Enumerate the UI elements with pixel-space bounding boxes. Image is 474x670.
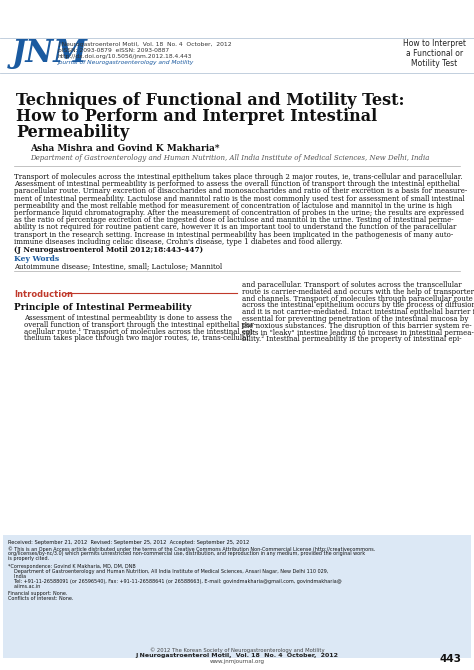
Text: pISSN: 2093-0879  eISSN: 2093-0887: pISSN: 2093-0879 eISSN: 2093-0887 [58, 48, 169, 53]
Text: Principle of Intestinal Permeability: Principle of Intestinal Permeability [14, 303, 191, 312]
Text: overall function of transport through the intestinal epithelial par-: overall function of transport through th… [24, 321, 256, 329]
Bar [3, 535, 471, 658]
Text: Key Words: Key Words [14, 255, 59, 263]
Text: essential for preventing penetration of the intestinal mucosa by: essential for preventing penetration of … [242, 315, 468, 323]
Text: www.jnmjournal.org: www.jnmjournal.org [210, 659, 264, 664]
Text: and it is not carrier-mediated. Intact intestinal epithelial barrier is: and it is not carrier-mediated. Intact i… [242, 308, 474, 316]
Text: Tel: +91-11-26588091 (or 26596540), Fax: +91-11-26588641 (or 26588663), E-mail: : Tel: +91-11-26588091 (or 26596540), Fax:… [8, 579, 342, 584]
Text: is properly cited.: is properly cited. [8, 556, 49, 561]
Text: Financial support: None.: Financial support: None. [8, 590, 67, 596]
Text: Department of Gastroenterology and Human Nutrition, All India Institute of Medic: Department of Gastroenterology and Human… [30, 154, 429, 162]
Text: bility.² Intestinal permeability is the property of intestinal epi-: bility.² Intestinal permeability is the … [242, 336, 462, 344]
Text: © 2012 The Korean Society of Neurogastroenterology and Motility: © 2012 The Korean Society of Neurogastro… [150, 647, 324, 653]
Text: How to Interpret
a Functional or
Motility Test: How to Interpret a Functional or Motilit… [403, 39, 466, 68]
Text: © This is an Open Access article distributed under the terms of the Creative Com: © This is an Open Access article distrib… [8, 546, 375, 551]
Text: Conflicts of interest: None.: Conflicts of interest: None. [8, 596, 73, 601]
Text: and paracellular. Transport of solutes across the transcellular: and paracellular. Transport of solutes a… [242, 281, 462, 289]
Text: the noxious substances. The disruption of this barrier system re-: the noxious substances. The disruption o… [242, 322, 472, 330]
Text: JNM: JNM [12, 38, 88, 69]
Text: org/licenses/by-nc/3.0) which permits unrestricted non-commercial use, distribut: org/licenses/by-nc/3.0) which permits un… [8, 551, 365, 556]
Text: Received: September 21, 2012  Revised: September 25, 2012  Accepted: September 2: Received: September 21, 2012 Revised: Se… [8, 540, 249, 545]
Text: Permeability: Permeability [16, 124, 129, 141]
Text: Transport of molecules across the intestinal epithelium takes place through 2 ma: Transport of molecules across the intest… [14, 173, 463, 181]
Text: route is carrier-mediated and occurs with the help of transporters: route is carrier-mediated and occurs wit… [242, 288, 474, 295]
Text: aiims.ac.in: aiims.ac.in [8, 584, 40, 590]
Text: ability is not required for routine patient care, however it is an important too: ability is not required for routine pati… [14, 223, 456, 231]
Text: Department of Gastroenterology and Human Nutrition, All India Institute of Medic: Department of Gastroenterology and Human… [8, 569, 328, 574]
Text: performance liquid chromatography. After the measurement of concentration of pro: performance liquid chromatography. After… [14, 209, 464, 217]
Text: J Neurogastroenterol Motil,  Vol. 18  No. 4  October,  2012: J Neurogastroenterol Motil, Vol. 18 No. … [58, 42, 232, 47]
Text: permeability and the most reliable method for measurement of concentration of la: permeability and the most reliable metho… [14, 202, 452, 210]
Text: immune diseases including celiac disease, Crohn's disease, type 1 diabetes and f: immune diseases including celiac disease… [14, 238, 342, 246]
Text: (J Neurogastroenterol Motil 2012;18:443-447): (J Neurogastroenterol Motil 2012;18:443-… [14, 246, 203, 254]
Text: *Correspondence: Govind K Makharia, MD, DM, DNB: *Correspondence: Govind K Makharia, MD, … [8, 563, 136, 569]
Text: as the ratio of percentage excretion of the ingested dose of lactulose and manni: as the ratio of percentage excretion of … [14, 216, 454, 224]
Text: Techniques of Functional and Motility Test:: Techniques of Functional and Motility Te… [16, 92, 404, 109]
Text: Journal of Neurogastroenterology and Motility: Journal of Neurogastroenterology and Mot… [58, 60, 194, 65]
Text: Introduction: Introduction [14, 290, 73, 299]
Text: ment of intestinal permeability. Lactulose and mannitol ratio is the most common: ment of intestinal permeability. Lactulo… [14, 194, 465, 202]
Text: Assessment of intestinal permeability is done to assess the: Assessment of intestinal permeability is… [24, 314, 232, 322]
Text: transport in the research setting. Increase in intestinal permeability has been : transport in the research setting. Incre… [14, 230, 453, 239]
Text: J Neurogastroenterol Motil,  Vol. 18  No. 4  October,  2012: J Neurogastroenterol Motil, Vol. 18 No. … [136, 653, 338, 659]
Text: 443: 443 [440, 653, 462, 663]
Text: India: India [8, 574, 26, 579]
Text: Asha Mishra and Govind K Makharia*: Asha Mishra and Govind K Makharia* [30, 144, 219, 153]
Text: thelium takes place through two major routes, ie, trans-cellular: thelium takes place through two major ro… [24, 334, 250, 342]
Text: Assessment of intestinal permeability is performed to assess the overall functio: Assessment of intestinal permeability is… [14, 180, 460, 188]
Text: How to Perform and Interpret Intestinal: How to Perform and Interpret Intestinal [16, 108, 377, 125]
Text: Autoimmune disease; Intestine, small; Lactulose; Mannitol: Autoimmune disease; Intestine, small; La… [14, 263, 222, 271]
Text: sults in "leaky" intestine leading to increase in intestinal permea-: sults in "leaky" intestine leading to in… [242, 328, 474, 336]
Text: acellular route.¹ Transport of molecules across the intestinal epi-: acellular route.¹ Transport of molecules… [24, 328, 255, 336]
Text: across the intestinal epithelium occurs by the process of diffusion: across the intestinal epithelium occurs … [242, 302, 474, 310]
Text: and channels. Transport of molecules through paracellular route: and channels. Transport of molecules thr… [242, 295, 473, 303]
Text: paracellular route. Urinary excretion of disaccharides and monosaccharides and r: paracellular route. Urinary excretion of… [14, 188, 467, 196]
Text: http://dx.doi.org/10.5056/jnm.2012.18.4.443: http://dx.doi.org/10.5056/jnm.2012.18.4.… [58, 54, 192, 59]
